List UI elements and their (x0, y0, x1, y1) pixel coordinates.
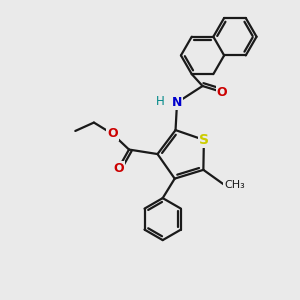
Text: O: O (113, 162, 124, 175)
Text: S: S (199, 133, 209, 147)
Text: CH₃: CH₃ (224, 180, 245, 190)
Text: H: H (156, 94, 165, 107)
Text: O: O (217, 85, 227, 98)
Text: N: N (172, 96, 182, 109)
Text: O: O (107, 128, 118, 140)
